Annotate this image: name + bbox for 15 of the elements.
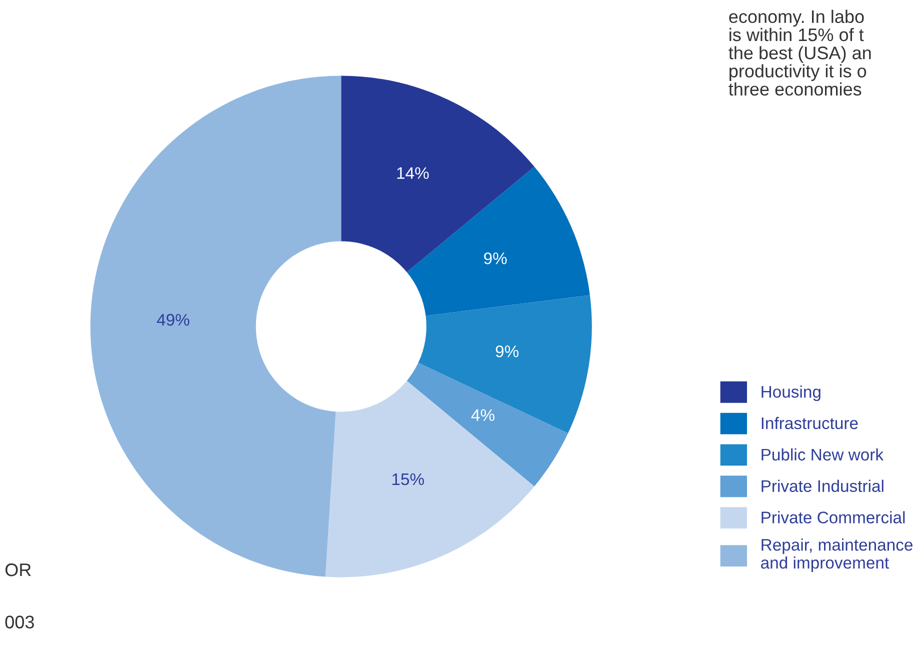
legend-label: Private Industrial bbox=[762, 480, 884, 492]
legend-label: Infrastructure bbox=[762, 416, 858, 430]
text: economy. In labo is within 15% of t the best (USA) an productivity it is o three economies bbox=[728, 10, 871, 96]
data-label: 14% bbox=[397, 167, 429, 179]
legend-label: Repair, maintenance and improvement bbox=[761, 538, 912, 572]
text: OR bbox=[5, 563, 31, 576]
data-label: 9% bbox=[484, 252, 507, 264]
legend-label: Public New work bbox=[762, 448, 884, 461]
text: 003 bbox=[5, 616, 34, 628]
legend-label: Private Commercial bbox=[762, 511, 905, 524]
legend-label: Housing bbox=[762, 385, 820, 402]
data-label: 15% bbox=[392, 473, 424, 486]
data-label: 49% bbox=[156, 314, 190, 326]
data-label: 4% bbox=[471, 409, 494, 421]
data-label: 9% bbox=[496, 345, 519, 358]
